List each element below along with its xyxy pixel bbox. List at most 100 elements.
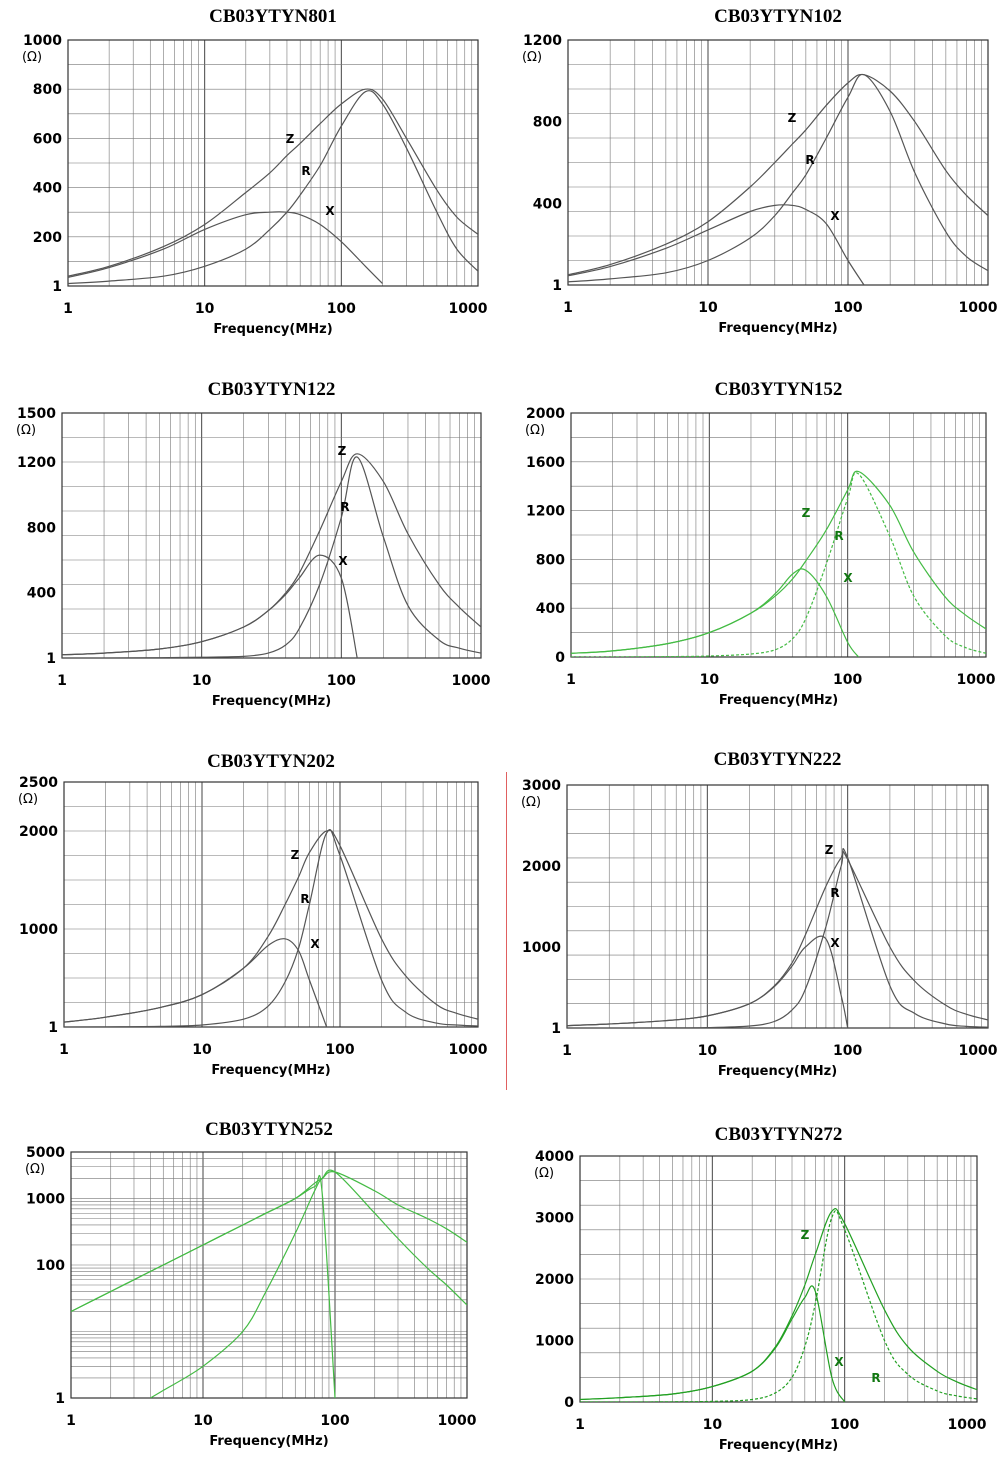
series-line-curve-2 <box>150 1169 467 1398</box>
series-line-z <box>68 88 478 277</box>
chart-cb03ytyn202: CB03YTYN202 1 1000 2000 2500(Ω) 1 10 100 1000 Fre… <box>18 751 488 1078</box>
x-axis-label: Frequency(MHz) <box>213 322 332 337</box>
series-line-r <box>68 90 478 285</box>
x-tick-label: 1000 <box>449 301 488 317</box>
x-tick-label: 10 <box>192 1042 212 1058</box>
series-line-z <box>580 1208 977 1401</box>
plot-frame <box>579 1155 978 1403</box>
curve-label-z: Z <box>825 843 834 857</box>
series-line-r <box>567 848 988 1028</box>
x-axis-label: Frequency(MHz) <box>209 1434 328 1449</box>
plot-frame <box>63 781 479 1028</box>
chart-cb03ytyn102: CB03YTYN102 1 400 800 1200(Ω) 1 10 100 1000 Frequ… <box>522 6 998 336</box>
curve-label-r: R <box>340 500 349 514</box>
series-line-z <box>567 850 988 1027</box>
chart-title: CB03YTYN272 <box>715 1124 843 1145</box>
curve-label-z: Z <box>788 111 797 125</box>
plot-frame <box>566 784 989 1029</box>
x-tick-label: 10 <box>193 1413 213 1429</box>
panel-divider <box>506 772 507 1090</box>
y-unit-label: (Ω) <box>18 792 38 807</box>
series-line-x <box>62 554 358 658</box>
curve-label-z: Z <box>286 132 295 146</box>
y-unit-label: (Ω) <box>525 423 545 438</box>
plot-frame <box>61 412 482 659</box>
y-tick-label: 2000 <box>526 406 565 422</box>
x-tick-label: 1 <box>566 672 576 688</box>
x-tick-label: 100 <box>830 1417 859 1433</box>
y-tick-label: 1000 <box>26 1191 65 1207</box>
y-unit-label: (Ω) <box>534 1166 554 1181</box>
x-tick-label: 1000 <box>452 673 491 689</box>
x-tick-label: 10 <box>700 672 720 688</box>
chart-cb03ytyn252: CB03YTYN252 1 100 1000 5000(Ω) 1 10 100 1000 Freq… <box>25 1119 477 1449</box>
x-axis-label: Frequency(MHz) <box>719 693 838 708</box>
series-line-x <box>64 938 328 1027</box>
series-line-x <box>567 935 849 1028</box>
y-tick-label: 1 <box>52 279 62 295</box>
y-tick-label: 1 <box>55 1391 65 1407</box>
y-tick-label: 600 <box>33 131 62 147</box>
y-tick-label: 1 <box>551 1021 561 1037</box>
y-tick-label: 1000 <box>522 940 561 956</box>
curve-label-x: X <box>830 936 840 950</box>
x-tick-label: 1 <box>63 301 73 317</box>
y-tick-label: 800 <box>33 82 62 98</box>
y-tick-label: 2000 <box>522 859 561 875</box>
curve-label-x: X <box>843 571 853 585</box>
x-tick-label: 1000 <box>948 1417 987 1433</box>
series-line-r <box>64 829 478 1027</box>
x-tick-label: 10 <box>698 300 718 316</box>
y-tick-label: 100 <box>36 1258 65 1274</box>
y-tick-label: 200 <box>33 230 62 246</box>
y-tick-label: 1 <box>552 278 562 294</box>
y-tick-label: 1 <box>48 1020 58 1036</box>
y-tick-label: 1200 <box>17 455 56 471</box>
curve-label-r: R <box>301 164 310 178</box>
y-tick-label: 0 <box>555 650 565 666</box>
chart-cb03ytyn152: CB03YTYN152 0 400 800 1200 1600 2000(Ω) 1 10 100 1… <box>525 379 996 708</box>
chart-title: CB03YTYN122 <box>208 379 336 400</box>
x-tick-label: 10 <box>195 301 215 317</box>
plot-frame <box>67 39 479 287</box>
y-tick-label: 2000 <box>19 824 58 840</box>
x-tick-label: 10 <box>703 1417 723 1433</box>
chart-cb03ytyn122: CB03YTYN122 1 400 800 1200 1500(Ω) 1 10 100 1000 F… <box>16 379 491 709</box>
y-tick-label: 2000 <box>535 1272 574 1288</box>
curve-label-x: X <box>834 1355 844 1369</box>
series-line-curve-3 <box>71 1175 336 1398</box>
series-line-z <box>62 453 481 656</box>
x-tick-label: 100 <box>833 1043 862 1059</box>
x-tick-label: 1000 <box>438 1413 477 1429</box>
x-tick-label: 1 <box>575 1417 585 1433</box>
chart-title: CB03YTYN102 <box>714 6 842 27</box>
curve-label-x: X <box>338 554 348 568</box>
series-line-z <box>64 829 478 1023</box>
x-tick-label: 100 <box>327 301 356 317</box>
x-tick-label: 100 <box>320 1413 349 1429</box>
x-tick-label: 10 <box>698 1043 718 1059</box>
plot-frame <box>570 412 987 658</box>
y-tick-label: 3000 <box>522 778 561 794</box>
y-tick-label: 1 <box>46 651 56 667</box>
y-tick-label: 1500 <box>17 406 56 422</box>
y-tick-label: 0 <box>564 1395 574 1411</box>
curve-label-x: X <box>310 937 320 951</box>
x-tick-label: 1 <box>59 1042 69 1058</box>
curve-label-z: Z <box>338 444 347 458</box>
series-line-r <box>580 1209 977 1402</box>
series-line-r <box>571 472 986 657</box>
curve-label-x: X <box>830 209 840 223</box>
x-axis-label: Frequency(MHz) <box>719 1438 838 1453</box>
series-line-z <box>571 470 986 654</box>
y-tick-label: 400 <box>533 196 562 212</box>
series-line-z <box>568 73 988 276</box>
x-axis-label: Frequency(MHz) <box>211 1063 330 1078</box>
x-tick-label: 1000 <box>959 1043 998 1059</box>
series-line-r <box>62 456 481 658</box>
x-axis-label: Frequency(MHz) <box>718 1064 837 1079</box>
y-tick-label: 800 <box>536 552 565 568</box>
y-tick-label: 400 <box>536 601 565 617</box>
